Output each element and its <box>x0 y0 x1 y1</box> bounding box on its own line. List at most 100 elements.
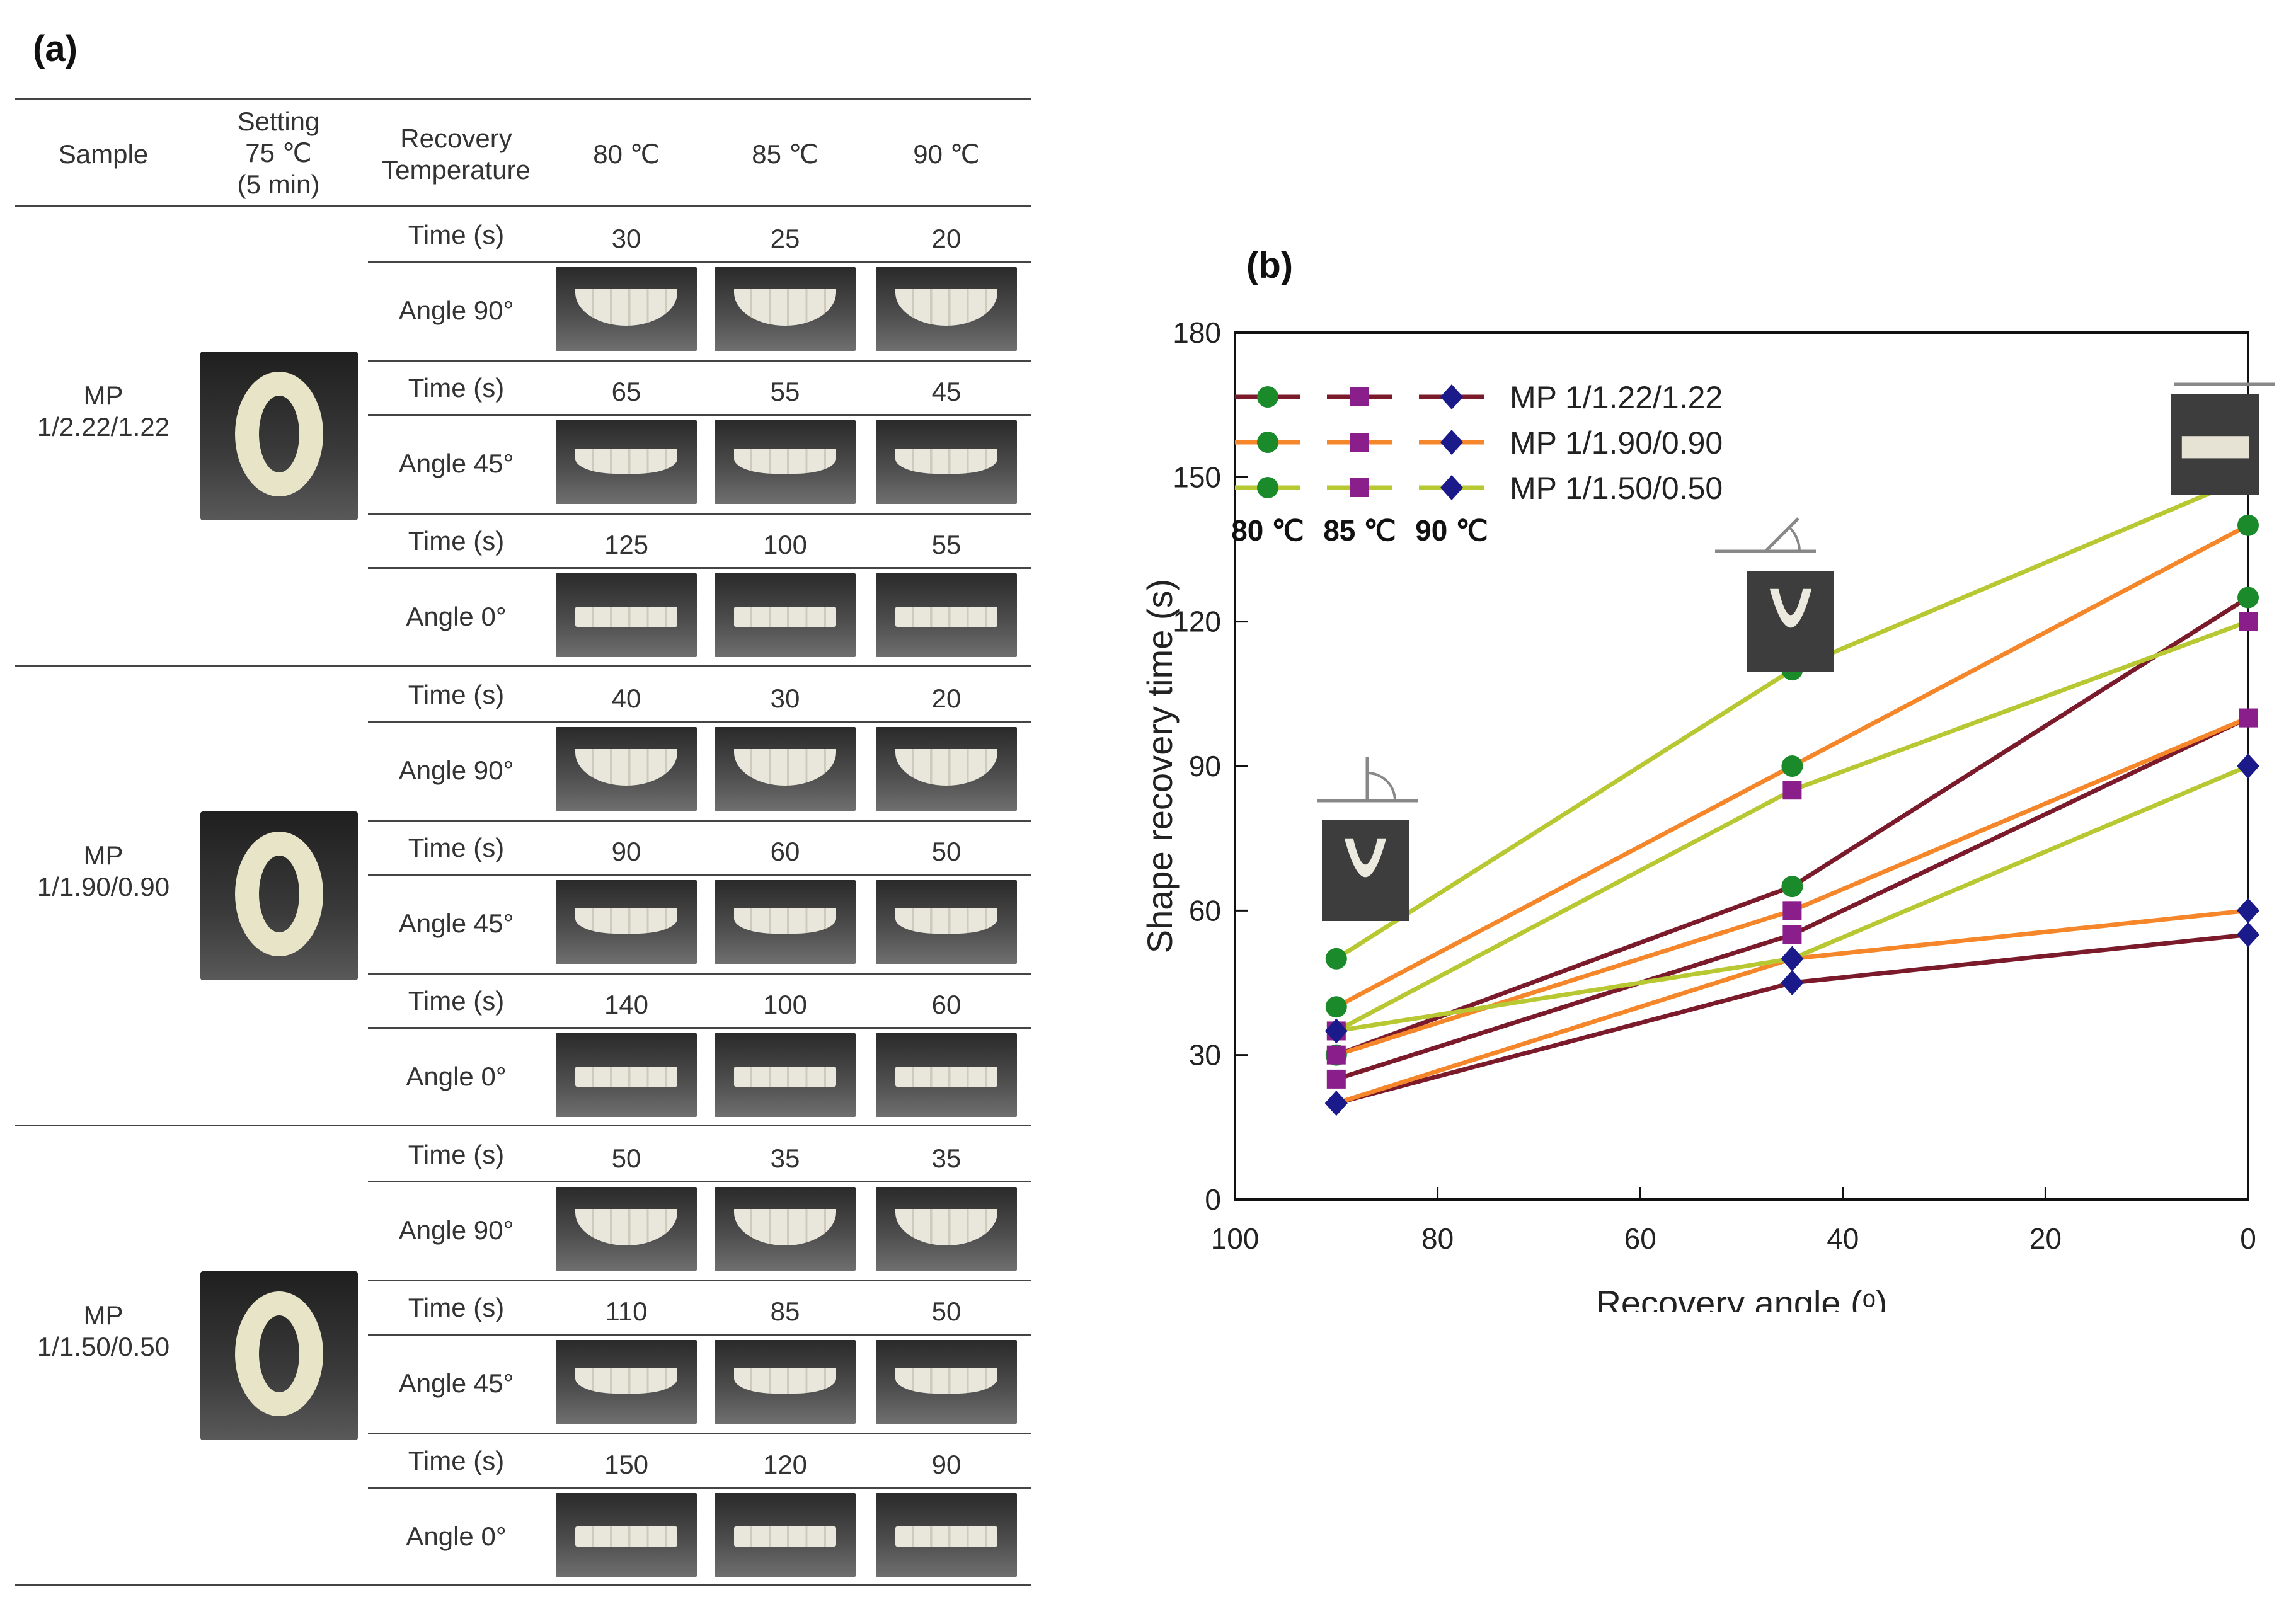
specimen-strip <box>895 449 997 474</box>
recovery-photo <box>556 573 697 657</box>
recovery-photo <box>715 267 856 351</box>
data-point <box>2237 898 2259 924</box>
legend-marker <box>1350 433 1369 452</box>
x-tick-label: 40 <box>1827 1222 1859 1255</box>
y-tick-label: 150 <box>1173 461 1221 493</box>
time-value: 50 <box>931 837 961 866</box>
row-rule <box>368 973 1031 975</box>
recovery-photo <box>556 1340 697 1424</box>
time-label: Time (s) <box>408 986 505 1016</box>
row-rule <box>368 721 1031 723</box>
chart-panel: 0 30 60 90 120 150 180 100 80 60 40 20 0 Recovery ang… <box>1129 214 2296 1312</box>
data-point <box>1782 901 1802 920</box>
specimen-strip <box>734 1526 836 1547</box>
legend-label: MP 1/1.90/0.90 <box>1510 425 1723 461</box>
data-point <box>1324 1018 1348 1044</box>
row-rule <box>368 874 1031 876</box>
data-point <box>2237 587 2259 609</box>
recovery-photo <box>876 1493 1017 1577</box>
setting-shape-photo <box>200 1271 358 1440</box>
time-value: 60 <box>770 837 800 866</box>
y-tick-label: 30 <box>1189 1039 1221 1072</box>
specimen-strip <box>895 289 997 326</box>
specimen-strip <box>575 289 677 326</box>
recovery-photo <box>715 1033 856 1117</box>
specimen-strip <box>575 607 677 627</box>
angle-label: Angle 45° <box>398 908 514 938</box>
recovery-photo <box>556 1187 697 1271</box>
header-setting: Setting 75 ℃ (5 min) <box>237 106 320 199</box>
sample-name: MP 1/1.90/0.90 <box>37 840 170 902</box>
legend-label: MP 1/1.50/0.50 <box>1510 471 1723 506</box>
time-value: 120 <box>762 1450 808 1479</box>
plot-frame <box>1234 331 2249 1201</box>
data-point <box>1782 781 1802 800</box>
time-value: 90 <box>931 1450 961 1479</box>
recovery-photo <box>876 1187 1017 1271</box>
recovery-photo <box>715 880 856 964</box>
time-label: Time (s) <box>408 1446 505 1475</box>
specimen-strip <box>575 908 677 934</box>
recovery-table: Sample Setting 75 ℃ (5 min) Recovery Tempe… <box>15 98 1031 1591</box>
legend-temp-label: 90 ℃ <box>1415 514 1488 547</box>
data-point <box>1781 755 1803 777</box>
inset-specimen <box>1769 588 1812 628</box>
inset-specimen <box>1344 838 1387 878</box>
row-rule <box>368 1433 1031 1434</box>
data-point <box>1326 1045 1346 1065</box>
time-value: 85 <box>770 1297 800 1326</box>
header-rule <box>15 205 1031 207</box>
header-temp: 85 ℃ <box>752 139 818 169</box>
specimen-strip <box>895 607 997 627</box>
angle-label: Angle 0° <box>406 601 507 631</box>
y-tick-label: 120 <box>1173 605 1221 638</box>
data-point <box>1781 876 1803 898</box>
sample-name: MP 1/2.22/1.22 <box>37 381 170 442</box>
time-label: Time (s) <box>408 220 505 249</box>
specimen-strip <box>734 1368 836 1394</box>
angle-label: Angle 90° <box>398 755 514 785</box>
time-value: 55 <box>931 530 961 559</box>
specimen-strip <box>575 1067 677 1087</box>
row-rule <box>368 1181 1031 1182</box>
ring-shape <box>235 372 323 497</box>
recovery-photo <box>876 880 1017 964</box>
recovery-photo <box>715 573 856 657</box>
specimen-strip <box>575 1526 677 1547</box>
recovery-photo <box>876 727 1017 811</box>
x-tick-label: 100 <box>1211 1222 1260 1255</box>
row-rule <box>368 567 1031 569</box>
x-tick-label: 0 <box>2240 1222 2256 1255</box>
time-value: 35 <box>931 1143 961 1173</box>
legend-marker <box>1440 475 1463 500</box>
recovery-photo <box>556 880 697 964</box>
time-label: Time (s) <box>408 526 505 556</box>
specimen-strip <box>734 1208 836 1246</box>
data-point <box>1325 948 1347 970</box>
time-value: 125 <box>604 530 649 559</box>
angle-label: Angle 0° <box>406 1061 507 1091</box>
time-value: 100 <box>762 530 808 559</box>
row-rule <box>368 1487 1031 1489</box>
row-rule <box>368 1027 1031 1029</box>
data-point <box>1781 946 1804 971</box>
specimen-strip <box>895 1368 997 1394</box>
y-axis-title: Shape recovery time (s) <box>1140 579 1180 953</box>
recovery-photo <box>556 1493 697 1577</box>
time-value: 110 <box>605 1297 648 1326</box>
panel-b-label: (b) <box>1246 245 1294 286</box>
y-tick-label: 60 <box>1189 894 1221 927</box>
legend-marker <box>1257 432 1278 453</box>
data-point <box>2239 708 2258 728</box>
sample-name: MP 1/1.50/0.50 <box>37 1300 170 1361</box>
header-temp: 90 ℃ <box>913 139 980 169</box>
recovery-photo <box>876 420 1017 504</box>
time-value: 65 <box>611 377 641 406</box>
specimen-strip <box>734 748 836 786</box>
time-label: Time (s) <box>408 833 505 862</box>
time-value: 55 <box>770 377 800 406</box>
specimen-strip <box>895 748 997 786</box>
y-tick-label: 90 <box>1189 750 1221 782</box>
header-recovery-temperature: Recovery Temperature <box>382 123 531 185</box>
legend-marker <box>1350 478 1369 497</box>
